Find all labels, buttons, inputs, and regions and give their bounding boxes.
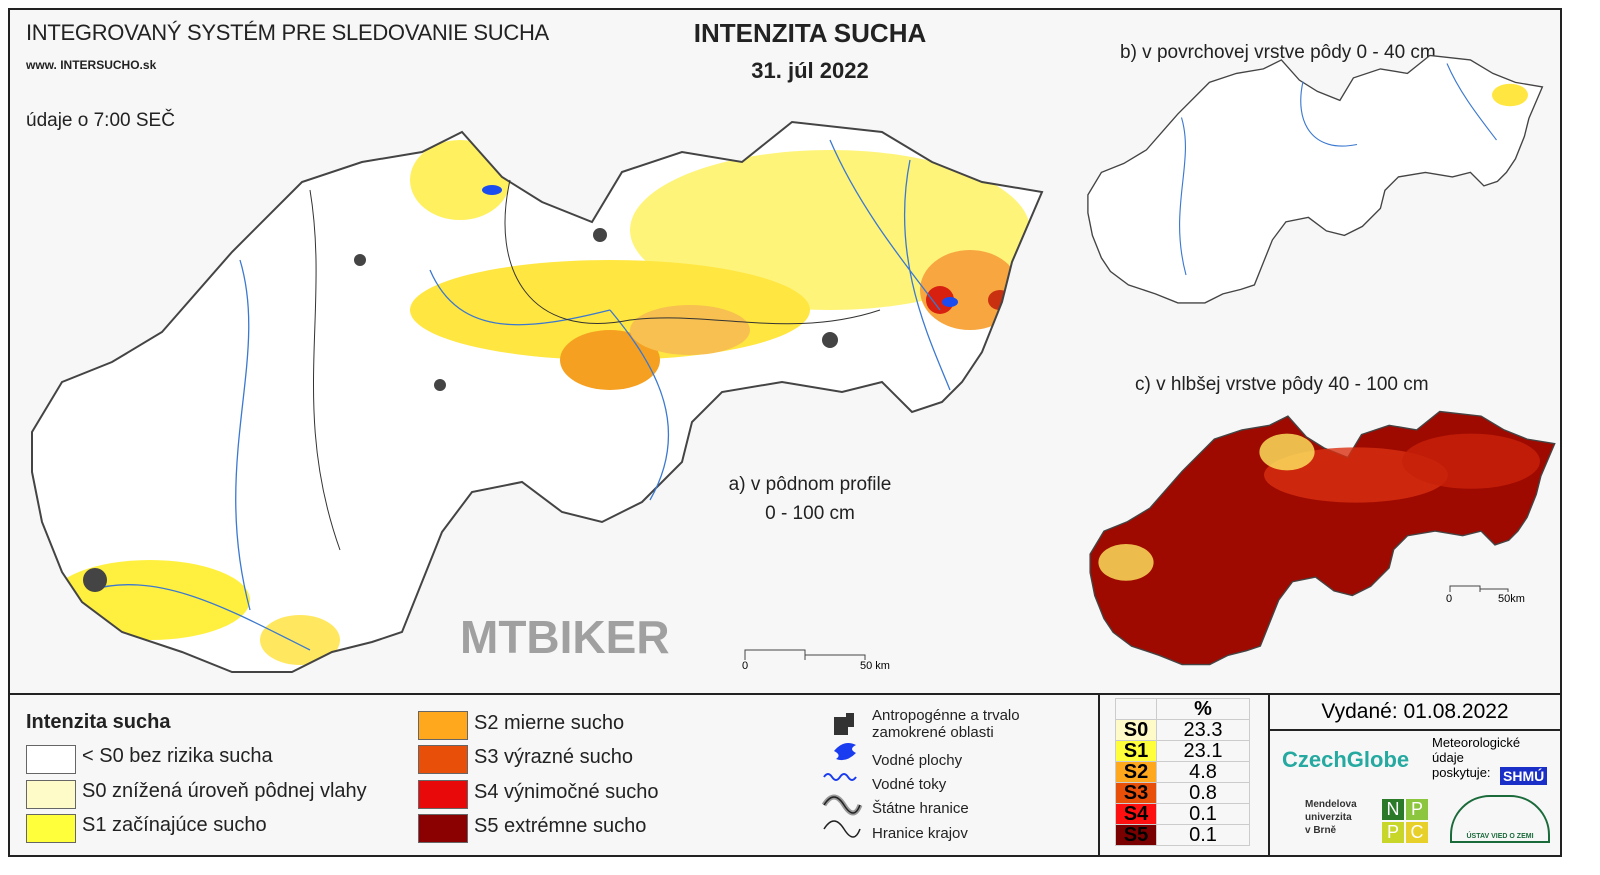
river-icon [823,773,857,781]
symbol-water-label: Vodné plochy [872,752,963,769]
stats-class: S3 [1115,782,1157,804]
table-row: S0 23.3 [1115,719,1250,741]
stats-value: 0.1 [1156,803,1250,825]
divider [1098,695,1100,855]
map-c-deep [1089,410,1556,666]
legend-s4: S4 výnimočné sucho [474,781,659,803]
swatch-s2 [418,711,468,740]
map-a-label-line1: a) v pôdnom profile [728,474,892,495]
meteo-credit: Meteorologické údaje poskytuje: [1432,735,1520,780]
map-a-label-line2: 0 - 100 cm [765,503,855,524]
maps-svg [31,54,1556,673]
map-a-scale-bar [744,649,866,660]
nppc-c: C [1406,822,1428,843]
symbol-region-border-label: Hranice krajov [872,825,968,842]
map-c-label: c) v hlbšej vrstve pôdy 40 - 100 cm [1135,374,1429,395]
divider [1268,695,1270,855]
stats-value: 0.8 [1156,782,1250,804]
issued-date: Vydané: 01.08.2022 [1270,695,1560,731]
mendel-logo: Mendelova univerzita v Brně [1305,798,1357,837]
map-date: 31. júl 2022 [751,58,869,83]
symbol-urban-label: Antropogénne a trvalo zamokrené oblasti [872,707,1020,741]
stats-value: 4.8 [1156,761,1250,783]
mendel-line1: Mendelova [1305,799,1357,810]
map-a-main [31,120,1044,673]
map-b-surface [1087,54,1544,304]
swatch-s4 [418,780,468,809]
stats-class: S2 [1115,761,1157,783]
mendel-line2: univerzita [1305,812,1352,823]
nppc-n: N [1382,799,1404,820]
legend-s1: S1 začínajúce sucho [82,814,267,836]
stats-class: S0 [1115,719,1157,741]
table-row: S1 23.1 [1115,740,1250,762]
mendel-line3: v Brně [1305,825,1337,836]
legend-s0: S0 znížená úroveň pôdnej vlahy [82,780,367,802]
data-time: údaje o 7:00 SEČ [26,110,175,131]
legend-s3: S3 výrazné sucho [474,746,633,768]
symbol-state-border-label: Štátne hranice [872,800,969,817]
watermark-logo: MTBIKER [460,611,670,663]
swatch-s5 [418,814,468,843]
meteo-line2: údaje [1432,750,1464,765]
legend-s2: S2 mierne sucho [474,712,625,734]
drought-map-poster: INTEGROVANÝ SYSTÉM PRE SLEDOVANIE SUCHA … [8,8,1562,857]
map-a-scale-0: 0 [742,660,749,672]
map-a-scale-50: 50 km [860,660,890,672]
urban-area-icon [834,713,854,735]
water-body-icon [834,743,856,761]
stats-class: S4 [1115,803,1157,825]
stats-value: 23.3 [1156,719,1250,741]
ustav-vied-o-zemi-logo: ÚSTAV VIED O ZEMI [1450,795,1550,843]
stats-class: S1 [1115,740,1157,762]
stats-class: S5 [1115,824,1157,846]
table-row: S4 0.1 [1115,803,1250,825]
state-border-line [823,796,861,814]
swatch-below-s0 [26,745,76,774]
map-c-scale-bar [1449,585,1509,592]
czechglobe-logo: CzechGlobe [1282,747,1410,772]
swatch-s1 [26,814,76,843]
system-title: INTEGROVANÝ SYSTÉM PRE SLEDOVANIE SUCHA [26,20,549,45]
legend-below-s0: < S0 bez rizika sucha [82,745,273,767]
swatch-s0 [26,780,76,809]
symbol-river-label: Vodné toky [872,776,947,793]
map-c-scale-0: 0 [1446,593,1453,605]
symbol-urban-line1: Antropogénne a trvalo [872,707,1020,724]
table-row: S2 4.8 [1115,761,1250,783]
meteo-line1: Meteorologické [1432,735,1521,750]
map-c-scale-50: 50km [1498,593,1525,605]
symbol-icons [821,713,863,838]
region-border-icon [823,820,861,838]
swatch-s3 [418,745,468,774]
table-row: S5 0.1 [1115,824,1250,846]
legend-panel: Intenzita sucha < S0 bez rizika sucha S0… [10,693,1560,855]
table-row: S3 0.8 [1115,782,1250,804]
nppc-p2: P [1382,822,1404,843]
stats-value: 0.1 [1156,824,1250,846]
stats-header: % [1156,698,1250,720]
drought-stats-table: % S0 23.3 S1 23.1 S2 4.8 S3 0.8 S4 0.1 S5 0.1 [1115,698,1250,846]
meteo-line3: poskytuje: [1432,765,1491,780]
map-b-label: b) v povrchovej vrstve pôdy 0 - 40 cm [1120,42,1436,63]
nppc-p: P [1406,799,1428,820]
website-link[interactable]: www. INTERSUCHO.sk [26,58,157,72]
symbol-urban-line2: zamokrené oblasti [872,724,994,741]
shmu-logo: SHMÚ [1500,767,1548,785]
map-a-label: a) v pôdnom profile 0 - 100 cm [690,470,930,528]
page-title: INTENZITA SUCHA [693,18,927,48]
stats-value: 23.1 [1156,740,1250,762]
legend-s5: S5 extrémne sucho [474,815,647,837]
legend-title: Intenzita sucha [26,711,171,733]
